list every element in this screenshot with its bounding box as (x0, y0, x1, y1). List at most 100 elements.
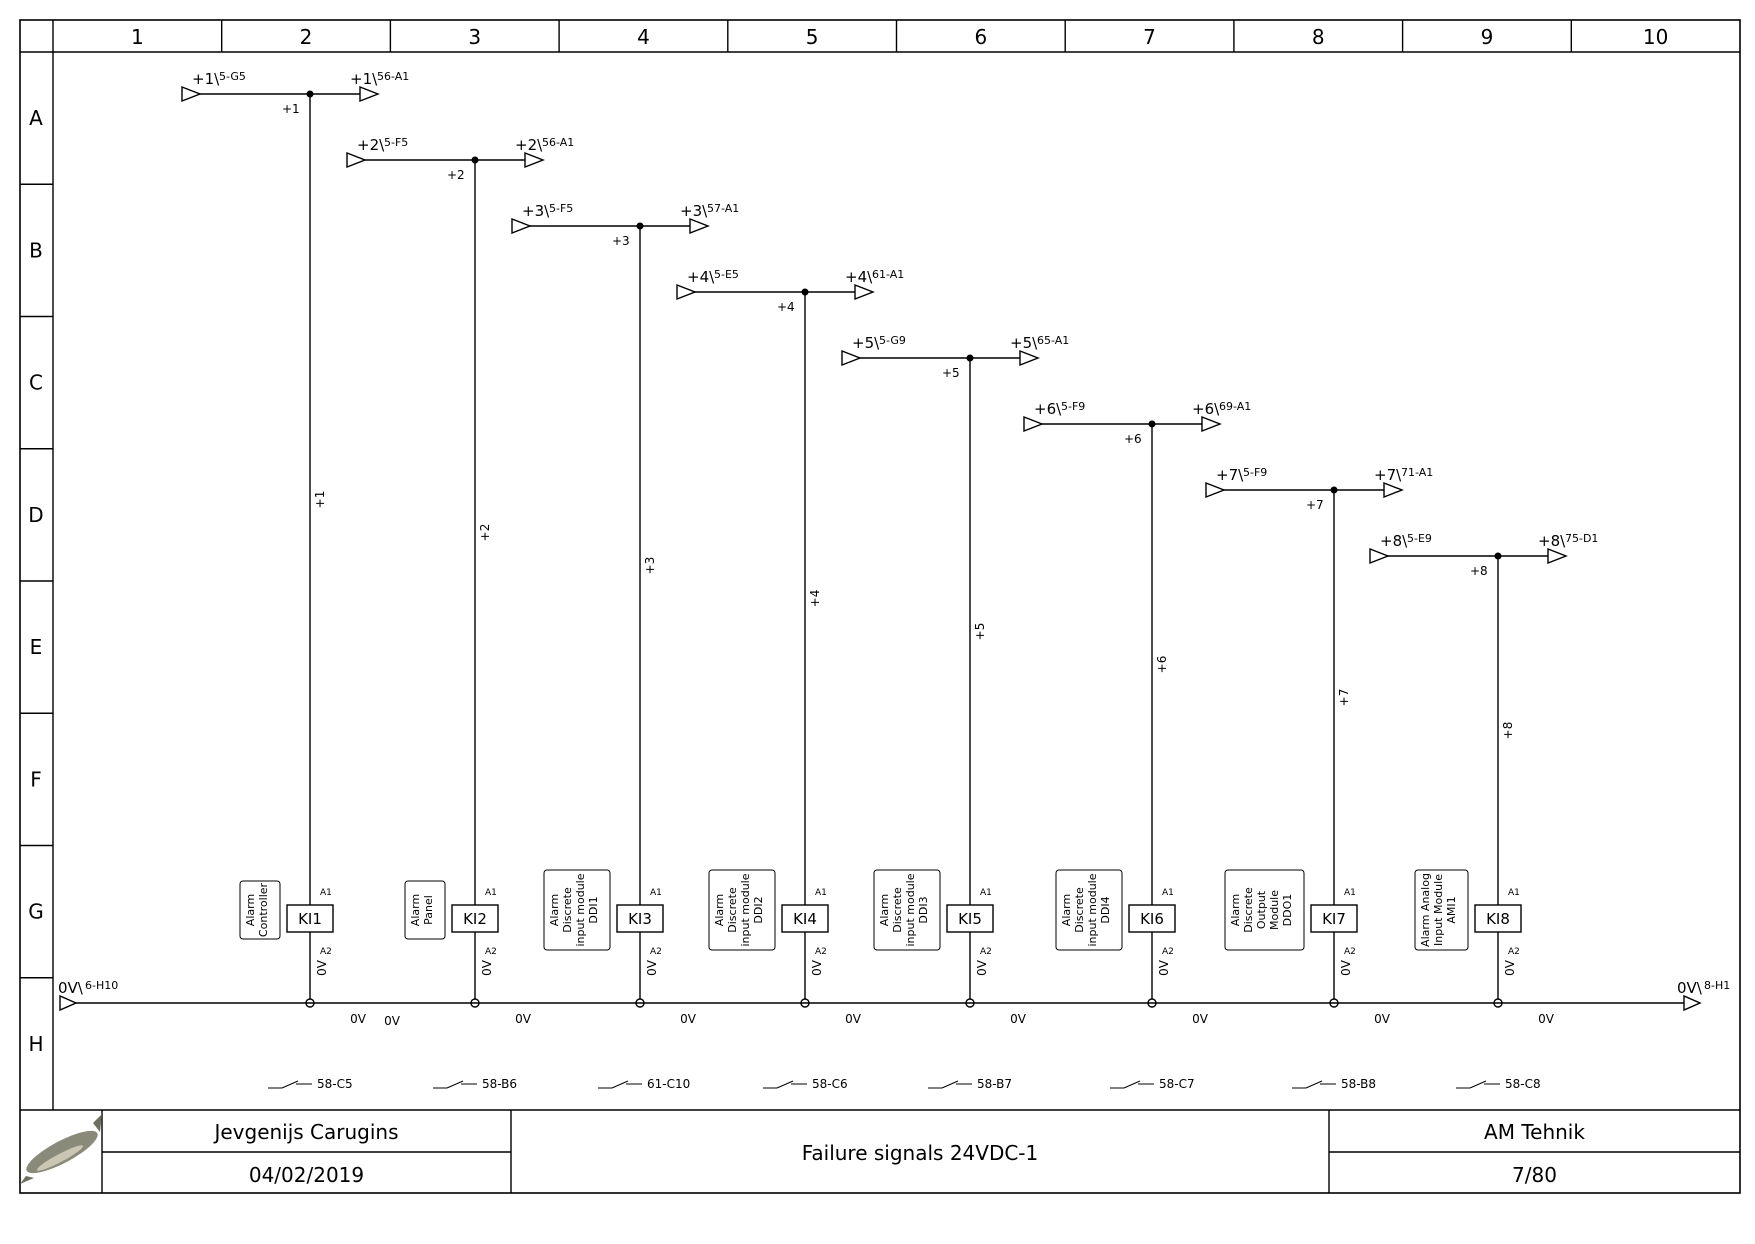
ground-label: 0V (315, 959, 329, 976)
column-label-3: 3 (468, 25, 481, 49)
pin-a1: A1 (1508, 888, 1520, 898)
net-label: +2 (447, 168, 465, 182)
row-label-H: H (28, 1032, 43, 1056)
column-label-8: 8 (1312, 25, 1325, 49)
supply-input-arrow (1205, 481, 1226, 499)
supply-in-label: +7\ (1216, 466, 1244, 484)
contact-ref: 58-C6 (812, 1077, 848, 1091)
relay-coil (1310, 904, 1358, 933)
row-label-D: D (28, 503, 43, 527)
device-label-line: Alarm Analog (1419, 873, 1432, 947)
relay-label: KI4 (793, 910, 817, 928)
device-box (543, 869, 611, 951)
device-label-line: DDI4 (1099, 896, 1112, 923)
device-label-line: Discrete (1073, 887, 1086, 933)
supply-out-label: +4\ (845, 268, 873, 286)
device-label-line: DDI2 (752, 896, 765, 923)
device-label-line: Discrete (561, 887, 574, 933)
column-label-2: 2 (300, 25, 313, 49)
device-label-line: Alarm (409, 894, 422, 926)
supply-output-arrow (524, 151, 545, 169)
fish-snout (20, 1176, 34, 1184)
relay-label: KI5 (958, 910, 982, 928)
column-label-4: 4 (637, 25, 650, 49)
sturgeon-fish-icon (20, 1114, 102, 1184)
relay-coil (1474, 904, 1522, 933)
supply-output-arrow (854, 283, 875, 301)
pin-a1: A1 (815, 888, 827, 898)
device-box (239, 880, 281, 940)
device-label-line: Input Module (1432, 874, 1445, 946)
supply-input-arrow (676, 283, 697, 301)
supply-in-ref: 5-E9 (1407, 532, 1432, 545)
supply-input-arrow (841, 349, 862, 367)
contact-ref: 58-C5 (317, 1077, 353, 1091)
supply-input-arrow (511, 217, 532, 235)
supply-out-label: +2\ (515, 136, 543, 154)
pin-a2: A2 (980, 947, 992, 957)
contact-ref: 58-B7 (977, 1077, 1012, 1091)
supply-out-label: +8\ (1538, 532, 1566, 550)
supply-out-ref: 65-A1 (1037, 334, 1069, 347)
supply-out-ref: 56-A1 (377, 70, 409, 83)
pin-a1: A1 (1162, 888, 1174, 898)
wire-label: +4 (808, 590, 822, 608)
device-label-line: DDI3 (917, 896, 930, 923)
device-label-line: Alarm (244, 894, 257, 926)
relay-coil (616, 904, 664, 933)
device-box (708, 869, 776, 951)
contact-blade (1305, 1080, 1323, 1089)
pin-a1: A1 (485, 888, 497, 898)
device-label-line: Discrete (891, 887, 904, 933)
bus-input-arrow (59, 994, 78, 1012)
device-label-line: Panel (422, 895, 435, 925)
device-label-line: input module (574, 873, 587, 946)
contact-ref: 58-C7 (1159, 1077, 1195, 1091)
row-label-F: F (30, 767, 42, 791)
pin-a2: A2 (1162, 947, 1174, 957)
relay-coil (1128, 904, 1176, 933)
contact-blade (1123, 1080, 1141, 1089)
contact-blade (1469, 1080, 1487, 1089)
supply-output-arrow (359, 85, 380, 103)
ground-label: 0V (1157, 959, 1171, 976)
contact-blade (281, 1080, 299, 1089)
bus-segment-label: 0V (1010, 1012, 1027, 1026)
supply-out-label: +7\ (1374, 466, 1402, 484)
supply-input-arrow (346, 151, 367, 169)
device-label-line: Alarm (878, 894, 891, 926)
contact-blade (611, 1080, 629, 1089)
supply-in-ref: 5-F5 (549, 202, 573, 215)
net-label: +4 (777, 300, 795, 314)
bus-right-label: 0V\ (1677, 979, 1703, 997)
drawing-date: 04/02/2019 (249, 1163, 364, 1187)
relay-coil (451, 904, 499, 933)
supply-output-arrow (1201, 415, 1222, 433)
contact-ref: 58-B6 (482, 1077, 517, 1091)
net-label: +7 (1306, 498, 1324, 512)
supply-out-ref: 69-A1 (1219, 400, 1251, 413)
supply-output-arrow (1019, 349, 1040, 367)
relay-label: KI8 (1486, 910, 1510, 928)
relay-label: KI7 (1322, 910, 1346, 928)
row-label-G: G (28, 900, 44, 924)
supply-input-arrow (1369, 547, 1390, 565)
bus-right-ref: 8-H1 (1704, 979, 1730, 992)
wire-label: +7 (1337, 689, 1351, 707)
outer-border (19, 19, 1741, 1194)
title-block: Jevgenijs Carugins 04/02/2019 Failure sign… (20, 1110, 1740, 1193)
company-name: AM Tehnik (1484, 1120, 1585, 1144)
ground-label: 0V (480, 959, 494, 976)
author-name: Jevgenijs Carugins (212, 1120, 398, 1144)
fish-body (26, 1130, 98, 1174)
device-box (1414, 869, 1469, 951)
contact-blade (941, 1080, 959, 1089)
column-label-7: 7 (1143, 25, 1156, 49)
supply-in-label: +6\ (1034, 400, 1062, 418)
